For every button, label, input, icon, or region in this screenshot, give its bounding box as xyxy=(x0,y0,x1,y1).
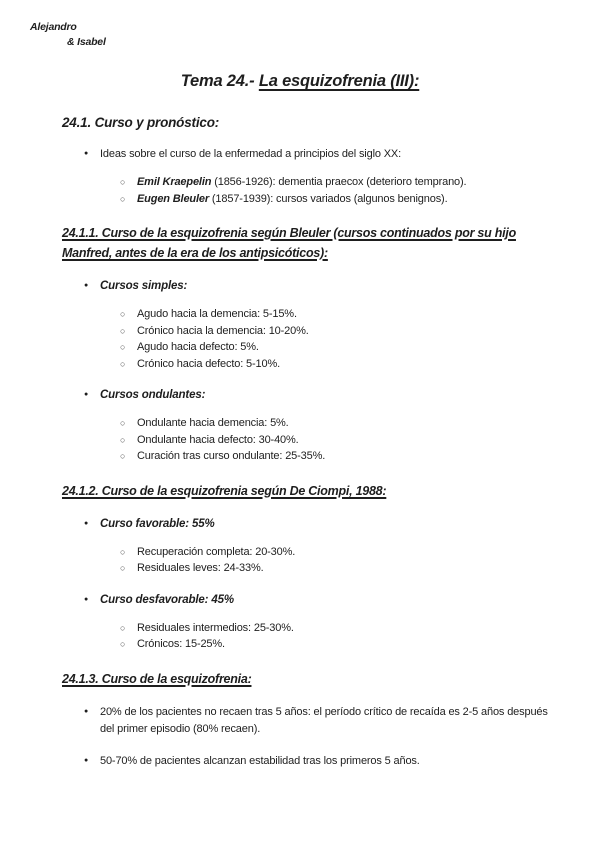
list-item-text: Ondulante hacia demencia: 5%. xyxy=(137,417,289,429)
list-item: ○ Agudo hacia defecto: 5%. xyxy=(120,339,550,356)
sublist-cursos-simples: ○ Agudo hacia la demencia: 5-15%. ○ Crón… xyxy=(0,306,550,372)
sublist-people: ○ Emil Kraepelin (1856-1926): dementia p… xyxy=(0,174,550,207)
bullet-circle-icon: ○ xyxy=(120,546,126,557)
bullet-disc-icon: ● xyxy=(84,391,89,398)
section-heading-24-1: 24.1. Curso y pronóstico: xyxy=(62,115,220,130)
list-item: ○ Crónico hacia la demencia: 10-20%. xyxy=(120,323,550,340)
bullet-circle-icon: ○ xyxy=(120,358,126,369)
list-item-text: Ideas sobre el curso de la enfermedad a … xyxy=(100,148,402,160)
list-item: ● Ideas sobre el curso de la enfermedad … xyxy=(84,146,548,162)
list-item: ○ Agudo hacia la demencia: 5-15%. xyxy=(120,306,550,323)
list-item-text: Residuales leves: 24-33%. xyxy=(137,562,264,574)
person-name: Eugen Bleuler xyxy=(137,192,210,205)
page-title-prefix: Tema 24.- xyxy=(180,72,259,90)
list-item: ○ Emil Kraepelin (1856-1926): dementia p… xyxy=(120,174,550,191)
list-item-text: (1857-1939): cursos variados (algunos be… xyxy=(209,192,448,205)
sublist-curso-desfavorable: ○ Residuales intermedios: 25-30%. ○ Crón… xyxy=(0,620,550,653)
list-item: ○ Curación tras curso ondulante: 25-35%. xyxy=(120,448,550,465)
section-heading-24-1-3: 24.1.3. Curso de la esquizofrenia: xyxy=(62,671,252,686)
list-item-text: 20% de los pacientes no recaen tras 5 añ… xyxy=(100,705,548,735)
bullet-circle-icon: ○ xyxy=(120,342,126,352)
list-item: ○ Crónicos: 15-25%. xyxy=(120,636,550,653)
list-item: ● 20% de los pacientes no recaen tras 5 … xyxy=(84,704,552,738)
bullet-circle-icon: ○ xyxy=(120,418,126,428)
list-item-text: Curación tras curso ondulante: 25-35%. xyxy=(137,450,326,462)
page-title: Tema 24.- La esquizofrenia (III): xyxy=(40,70,560,92)
list-item-label: ● Cursos ondulantes: xyxy=(84,387,548,403)
list-item-text: 50-70% de pacientes alcanzan estabilidad… xyxy=(100,754,420,767)
bullet-circle-icon: ○ xyxy=(120,563,126,573)
bullet-circle-icon: ○ xyxy=(120,309,126,319)
list-item-text: Crónico hacia la demencia: 10-20%. xyxy=(137,324,309,337)
list-item-text: Ondulante hacia defecto: 30-40%. xyxy=(137,433,299,446)
group-label: Cursos simples: xyxy=(100,280,188,292)
bullet-circle-icon: ○ xyxy=(120,451,126,461)
authors-block: Alejandro & Isabel xyxy=(30,20,600,50)
list-item-label: ● Curso favorable: 55% xyxy=(84,516,548,532)
list-item: ○ Residuales leves: 24-33%. xyxy=(120,560,550,577)
bullet-disc-icon: ● xyxy=(84,756,89,764)
list-item-text: Recuperación completa: 20-30%. xyxy=(137,545,296,558)
person-name: Emil Kraepelin xyxy=(137,176,212,188)
list-item-text: Crónicos: 15-25%. xyxy=(137,638,225,650)
list-item-label: ● Curso desfavorable: 45% xyxy=(84,592,548,608)
section-heading-24-1-2: 24.1.2. Curso de la esquizofrenia según … xyxy=(62,483,387,498)
bullet-disc-icon: ● xyxy=(84,150,89,157)
bullet-circle-icon: ○ xyxy=(120,177,126,187)
list-item-label: ● Cursos simples: xyxy=(84,278,548,294)
bullet-circle-icon: ○ xyxy=(120,193,126,204)
bullet-disc-icon: ● xyxy=(84,707,89,715)
section-heading-24-1-1: 24.1.1. Curso de la esquizofrenia según … xyxy=(62,226,516,260)
list-item: ● 50-70% de pacientes alcanzan estabilid… xyxy=(84,753,552,770)
list-item-text: Residuales intermedios: 25-30%. xyxy=(137,621,294,634)
group-label: Curso desfavorable: 45% xyxy=(100,593,234,606)
page-title-main: La esquizofrenia (III): xyxy=(258,72,420,90)
list-item: ○ Eugen Bleuler (1857-1939): cursos vari… xyxy=(120,191,550,208)
list-item: ○ Residuales intermedios: 25-30%. xyxy=(120,620,550,637)
bullet-circle-icon: ○ xyxy=(120,325,126,336)
author-name-1: Alejandro xyxy=(30,21,77,33)
bullet-circle-icon: ○ xyxy=(120,434,126,445)
list-item-text: Agudo hacia defecto: 5%. xyxy=(137,341,259,353)
bullet-disc-icon: ● xyxy=(84,519,89,527)
author-name-2: & Isabel xyxy=(67,36,106,48)
bullet-circle-icon: ○ xyxy=(120,622,126,633)
list-item: ○ Ondulante hacia demencia: 5%. xyxy=(120,415,550,432)
list-item: ○ Ondulante hacia defecto: 30-40%. xyxy=(120,432,550,449)
list-item-text: Agudo hacia la demencia: 5-15%. xyxy=(137,308,297,320)
bullet-circle-icon: ○ xyxy=(120,639,126,649)
bullet-disc-icon: ● xyxy=(84,595,89,603)
sublist-cursos-ondulantes: ○ Ondulante hacia demencia: 5%. ○ Ondula… xyxy=(0,415,550,465)
list-item: ○ Recuperación completa: 20-30%. xyxy=(120,544,550,561)
list-item-text: (1856-1926): dementia praecox (deterioro… xyxy=(211,176,467,188)
list-item-text: Crónico hacia defecto: 5-10%. xyxy=(137,357,281,370)
list-item: ○ Crónico hacia defecto: 5-10%. xyxy=(120,356,550,373)
group-label: Cursos ondulantes: xyxy=(100,389,206,401)
sublist-curso-favorable: ○ Recuperación completa: 20-30%. ○ Resid… xyxy=(0,544,550,577)
group-label: Curso favorable: 55% xyxy=(100,517,215,530)
bullet-disc-icon: ● xyxy=(84,282,89,289)
